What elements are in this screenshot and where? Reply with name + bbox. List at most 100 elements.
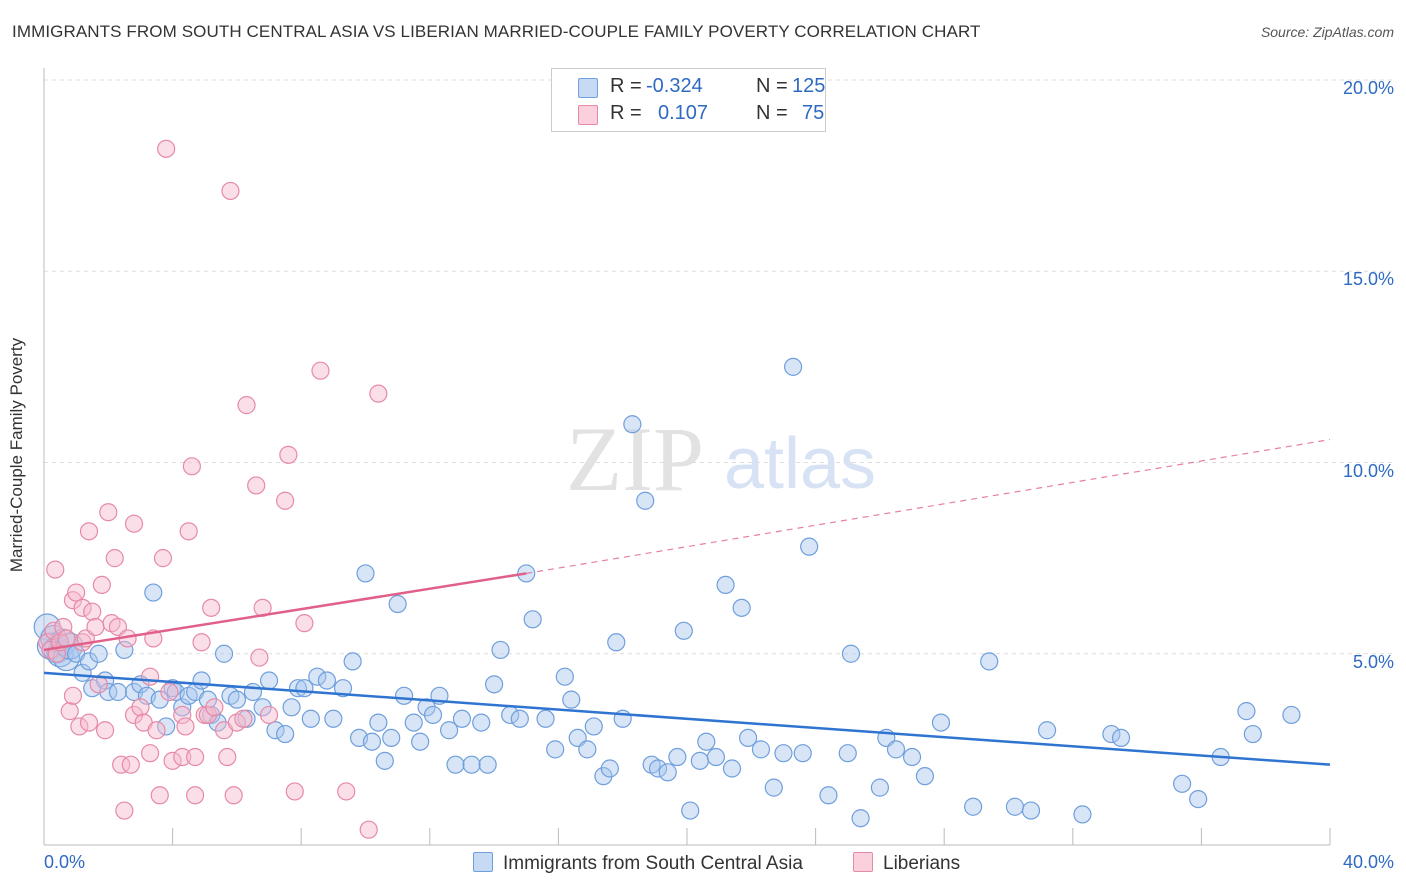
data-point — [1111, 728, 1131, 748]
data-point — [356, 564, 375, 583]
data-point — [732, 598, 751, 617]
data-point — [173, 698, 192, 717]
data-point — [131, 698, 150, 717]
data-point — [578, 740, 597, 759]
bottom-legend-label-pink: Liberians — [883, 853, 961, 874]
data-point — [462, 755, 481, 774]
legend-r-value-pink: 0.107 — [658, 102, 709, 124]
data-point — [980, 652, 999, 671]
data-point — [1243, 724, 1262, 744]
y-tick-label: 10.0% — [1342, 460, 1394, 481]
data-point — [738, 728, 758, 748]
data-point — [266, 721, 285, 740]
data-point — [214, 644, 234, 663]
data-point — [722, 759, 742, 778]
data-point — [295, 614, 314, 633]
data-point — [404, 713, 423, 732]
data-point — [337, 782, 356, 801]
data-point — [150, 690, 169, 709]
data-point — [83, 602, 102, 621]
data-point — [764, 778, 783, 797]
data-point — [375, 751, 394, 770]
data-point — [285, 782, 304, 801]
data-point — [697, 732, 716, 751]
data-point — [205, 698, 224, 717]
data-point — [150, 786, 169, 805]
data-point — [227, 690, 246, 709]
data-point — [186, 747, 205, 767]
data-point — [115, 801, 134, 820]
data-point — [472, 713, 491, 732]
trend-line-south-central-asia — [43, 671, 1331, 766]
y-tick-label: 15.0% — [1342, 269, 1394, 290]
data-point — [793, 744, 812, 763]
data-point — [73, 598, 92, 617]
data-point — [92, 575, 111, 595]
data-point — [115, 640, 134, 660]
data-point — [562, 690, 581, 709]
data-point — [202, 598, 221, 617]
axes — [43, 68, 1331, 846]
data-point — [1102, 724, 1121, 744]
data-point — [317, 671, 337, 690]
data-point — [359, 820, 378, 839]
data-point — [546, 740, 565, 759]
data-point — [186, 786, 205, 805]
data-point — [931, 713, 951, 732]
legend-swatch-blue — [578, 78, 598, 98]
bottom-legend-swatch-blue — [473, 852, 493, 872]
data-point — [343, 652, 362, 671]
data-point — [600, 759, 619, 778]
data-point — [224, 786, 243, 805]
data-point — [140, 667, 160, 686]
data-point — [276, 724, 295, 744]
data-point — [841, 644, 861, 663]
data-point — [819, 786, 838, 805]
data-point — [163, 751, 182, 770]
data-point — [706, 747, 726, 767]
data-point — [112, 755, 131, 774]
data-point — [485, 675, 504, 694]
data-point — [179, 522, 198, 541]
data-point — [716, 575, 735, 595]
source-credit: Source: ZipAtlas.com — [1260, 24, 1394, 40]
data-point — [108, 682, 128, 702]
data-point — [636, 491, 655, 510]
data-point — [282, 698, 301, 717]
data-point — [324, 709, 343, 728]
legend-n-value-pink: 75 — [802, 102, 825, 124]
data-point — [176, 717, 195, 736]
data-point — [388, 594, 407, 614]
data-point — [243, 682, 263, 702]
y-axis-label: Married-Couple Family Poverty — [7, 337, 26, 573]
data-point — [99, 503, 118, 522]
data-point — [234, 709, 253, 728]
chart-title: IMMIGRANTS FROM SOUTH CENTRAL ASIA VS LI… — [12, 22, 981, 41]
data-point — [1237, 702, 1256, 721]
data-point — [915, 767, 935, 786]
legend-n-label: N = — [756, 75, 788, 97]
data-point — [153, 549, 173, 568]
series-liberians — [38, 139, 388, 839]
x-tick-label: 40.0% — [1342, 852, 1394, 872]
data-point — [70, 717, 89, 736]
data-point — [536, 709, 555, 728]
data-point — [1037, 721, 1057, 740]
data-point — [144, 583, 163, 602]
data-point — [182, 457, 201, 476]
data-point — [276, 491, 295, 510]
data-point — [1189, 789, 1208, 809]
series-south-central-asia — [33, 357, 1301, 828]
data-point — [607, 633, 626, 652]
data-point — [1073, 805, 1092, 824]
data-point — [105, 549, 124, 568]
data-point — [886, 740, 906, 759]
data-point — [89, 644, 108, 663]
data-point — [333, 679, 353, 698]
data-point — [54, 617, 73, 637]
trend-lines — [43, 438, 1331, 766]
data-point — [964, 797, 983, 816]
data-point — [690, 751, 709, 770]
data-point — [800, 537, 819, 556]
data-point — [157, 139, 176, 158]
